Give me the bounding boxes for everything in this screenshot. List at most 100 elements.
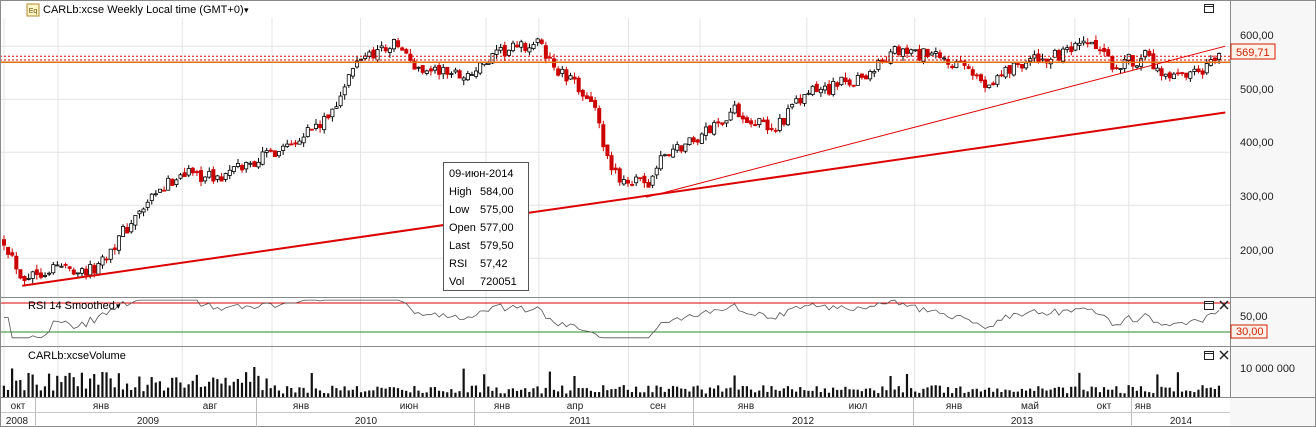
volume-bar — [737, 389, 740, 397]
volume-bar — [1041, 388, 1044, 397]
volume-bar — [1020, 388, 1024, 397]
volume-bar — [573, 376, 576, 397]
month-label: апр — [567, 401, 584, 412]
volume-bar — [511, 388, 515, 397]
volume-bar — [864, 388, 868, 397]
volume-bar — [478, 392, 482, 397]
candle-body — [338, 95, 343, 107]
candle-body — [437, 65, 442, 75]
candle-body — [322, 116, 327, 131]
volume-bar — [844, 386, 847, 397]
volume-bar — [351, 389, 354, 397]
volume-bar — [1189, 391, 1192, 397]
candle-body — [231, 166, 236, 172]
candle-body — [453, 69, 458, 73]
price-tick: 200,00 — [1240, 245, 1274, 257]
candle-body — [769, 128, 774, 130]
candle-body — [1102, 47, 1107, 52]
volume-bar — [1102, 387, 1106, 397]
candle-body — [1081, 40, 1086, 44]
candle-body — [1212, 57, 1217, 61]
volume-bar — [708, 387, 712, 397]
candle-body — [84, 268, 89, 276]
rsi-dropdown-icon[interactable]: ▾ — [116, 301, 121, 311]
volume-bar — [1135, 390, 1138, 397]
candle-body — [379, 45, 384, 49]
close-icon[interactable] — [1219, 350, 1229, 360]
volume-bar — [807, 390, 810, 397]
candle-body — [638, 177, 643, 180]
candle-body — [104, 258, 109, 261]
candle-body — [30, 271, 35, 279]
volume-bar — [651, 392, 654, 397]
candle-body — [654, 167, 659, 176]
candle-body — [433, 66, 438, 71]
maximize-icon[interactable] — [1204, 4, 1214, 13]
candle-body — [1167, 72, 1172, 79]
candle-body — [190, 167, 195, 174]
instrument-badge[interactable] — [26, 3, 40, 17]
volume-bar — [1000, 392, 1003, 397]
candle-body — [896, 46, 901, 56]
candle-body — [1126, 53, 1131, 62]
volume-bar — [80, 372, 83, 397]
volume-bar — [1061, 387, 1065, 397]
volume-bar — [803, 390, 806, 397]
candle-body — [687, 137, 692, 146]
candle-body — [96, 263, 101, 275]
volume-bar — [175, 377, 178, 397]
candle-body — [474, 70, 479, 77]
candle-body — [281, 145, 286, 151]
maximize-icon[interactable] — [1204, 351, 1214, 360]
volume-bar — [343, 386, 346, 397]
candle-body — [543, 45, 548, 59]
tooltip-label: Low — [449, 204, 469, 216]
candle-body — [798, 97, 803, 104]
candle-body — [43, 275, 48, 277]
candle-body — [905, 47, 910, 54]
candle-body — [921, 48, 926, 62]
candle-body — [371, 49, 376, 59]
rsi-panel-title[interactable]: RSI 14 Smoothed — [28, 300, 115, 312]
chart-title[interactable]: CARLb:xcse Weekly Local time (GMT+0) — [43, 4, 244, 16]
candle-body — [457, 70, 462, 79]
candle-body — [182, 172, 187, 178]
candle-body — [642, 175, 647, 184]
volume-bar — [688, 391, 691, 397]
candle-body — [831, 81, 836, 95]
volume-bar — [1053, 387, 1056, 397]
candle-body — [153, 193, 158, 196]
candle-body — [194, 171, 199, 173]
volume-bar — [795, 391, 798, 397]
volume-bar — [774, 389, 777, 397]
candle-body — [157, 188, 162, 193]
candle-body — [223, 173, 228, 180]
volume-bar — [253, 367, 256, 397]
volume-bar — [856, 389, 859, 397]
candle-body — [781, 117, 786, 125]
volume-bar — [618, 386, 621, 397]
candle-body — [34, 269, 39, 276]
volume-bar — [938, 385, 941, 397]
candle-body — [650, 175, 655, 186]
candle-body — [974, 74, 979, 77]
volume-bar — [1049, 389, 1052, 397]
volume-bar — [692, 386, 695, 397]
volume-bar — [602, 385, 605, 397]
chart-title-dropdown-icon[interactable]: ▾ — [244, 5, 249, 15]
candle-body — [494, 49, 499, 55]
candle-body — [999, 74, 1004, 77]
maximize-icon[interactable] — [1204, 301, 1214, 310]
close-icon[interactable] — [1219, 300, 1229, 310]
candle-body — [572, 76, 577, 80]
volume-bar — [684, 388, 687, 397]
candle-body — [268, 149, 273, 152]
candle-body — [199, 170, 204, 182]
volume-bar — [507, 389, 510, 397]
tooltip-label: High — [449, 186, 472, 198]
time-axis: окт янв авг янв июн янв апр сен янв июл … — [6, 401, 1193, 427]
volume-panel-title[interactable]: CARLb:xcseVolume — [28, 350, 126, 362]
volume-bar — [97, 384, 100, 397]
volume-bar — [983, 389, 987, 397]
